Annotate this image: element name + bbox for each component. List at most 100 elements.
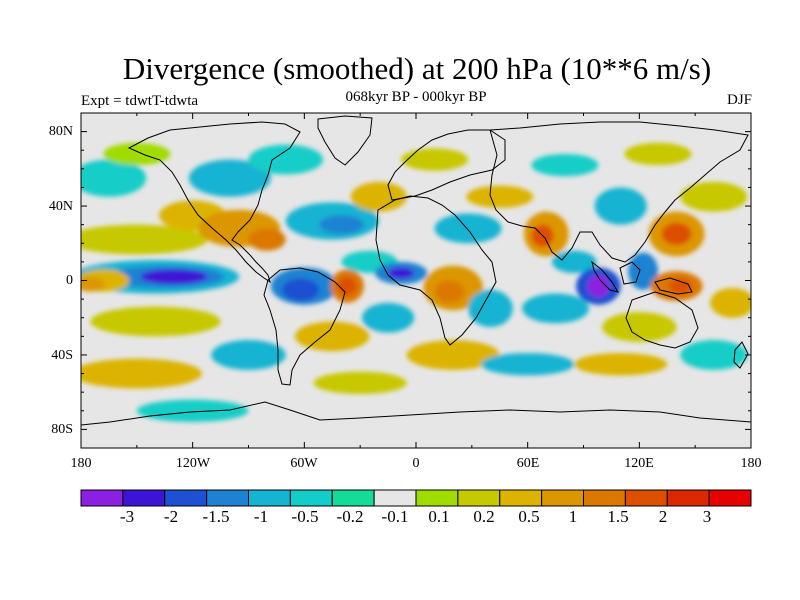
field-patch (594, 187, 647, 225)
field-patch (350, 181, 407, 212)
field-patch (81, 276, 106, 292)
coastline-new-guinea (654, 277, 693, 295)
field-patch (211, 340, 286, 370)
colorbar-label: -1.5 (202, 507, 230, 526)
field-patch (574, 353, 668, 376)
field-patch (282, 278, 320, 301)
x-tick-label: 0 (412, 456, 420, 471)
colorbar-swatch (624, 489, 668, 507)
field-patch (710, 287, 751, 318)
field-patch (481, 353, 575, 376)
field-patch (680, 181, 748, 212)
colorbar-swatch (80, 489, 124, 507)
x-tick-label: 120E (624, 456, 654, 471)
x-tick-label: 120W (175, 456, 211, 471)
y-tick-label: 80S (51, 422, 73, 437)
colorbar-label: -0.1 (381, 507, 409, 526)
season-label: DJF (726, 92, 752, 108)
field-patch (248, 144, 323, 175)
field-patch (388, 267, 415, 279)
colorbar-swatch (541, 489, 584, 507)
colorbar-label: -1 (253, 507, 269, 526)
divergence-field (81, 142, 751, 422)
field-patch-npac-subtrop (81, 224, 208, 255)
field-patch (587, 274, 610, 298)
colorbar-label: 1 (568, 507, 578, 526)
colorbar-swatch (583, 489, 626, 507)
field-patch (628, 252, 658, 290)
colorbar-swatch (289, 489, 333, 507)
field-patch (103, 142, 171, 166)
colorbar-label: -3 (119, 507, 135, 526)
colorbar-label: -0.2 (336, 507, 364, 526)
coastline-australia (625, 291, 699, 349)
coastline-borneo (619, 261, 641, 285)
colorbar-swatch (708, 489, 752, 507)
experiment-label: Expt = tdwtT-tdwta (81, 93, 199, 109)
colorbar-swatch (122, 489, 166, 507)
field-patch-southern-ocean (81, 358, 202, 389)
field-patch (406, 340, 500, 370)
colorbar-swatch (457, 489, 501, 507)
coastline-new-zealand (733, 341, 749, 369)
colorbar-swatch (373, 489, 417, 507)
colorbar-swatch (331, 489, 375, 507)
field-patch (468, 289, 513, 328)
colorbar-swatch (248, 489, 291, 507)
y-tick-label: 40N (48, 199, 73, 214)
field-patch (136, 399, 249, 422)
coastline-africa (375, 195, 497, 346)
field-patch-spac-subtrop (90, 306, 221, 337)
field-patch (624, 142, 692, 166)
colorbar-swatch (666, 489, 710, 507)
field-patch (680, 340, 748, 370)
colorbar-label: 3 (702, 507, 712, 526)
field-patch (188, 159, 271, 197)
field-patch-cpac-min (140, 269, 208, 285)
x-tick-label: 60E (516, 456, 540, 471)
coastline-sumatra (591, 260, 620, 293)
field-patch (81, 159, 147, 197)
page-title: Divergence (smoothed) at 200 hPa (10**6 … (122, 51, 712, 86)
field-patch (661, 222, 692, 246)
field-patch (434, 213, 502, 244)
axis-ticks (80, 113, 752, 448)
colorbar (80, 489, 752, 507)
field-patch (362, 302, 415, 333)
y-tick-label: 40S (51, 348, 73, 363)
coastline-north-america (127, 121, 301, 284)
field-patch (522, 293, 590, 324)
colorbar-swatch (206, 489, 249, 507)
x-tick-label: 60W (290, 456, 318, 471)
field-patch (319, 215, 364, 234)
field-patch (248, 228, 286, 251)
field-patch (531, 153, 599, 177)
x-tick-label: 180 (70, 456, 92, 471)
colorbar-label: 0.1 (428, 507, 450, 526)
coastline-asia (489, 121, 749, 263)
field-patch (466, 185, 534, 208)
colorbar-swatch (499, 489, 543, 507)
field-patch (434, 280, 465, 303)
field-patch (337, 276, 357, 296)
colorbar-label: 0.5 (518, 507, 540, 526)
map-subtitle: 068kyr BP - 000kyr BP (345, 89, 487, 105)
y-tick-label: 0 (66, 273, 73, 288)
field-patch (602, 312, 677, 342)
field-patch (313, 371, 407, 395)
colorbar-swatch (415, 489, 459, 507)
field-patch (401, 148, 469, 171)
x-tick-label: 180 (740, 456, 762, 471)
colorbar-swatch (164, 489, 208, 507)
colorbar-label: 1.5 (607, 507, 629, 526)
y-tick-label: 80N (48, 124, 73, 139)
colorbar-label: -2 (163, 507, 179, 526)
colorbar-label: 2 (658, 507, 668, 526)
coastline-greenland (317, 115, 373, 166)
field-patch (551, 250, 597, 274)
colorbar-label: -0.5 (291, 507, 319, 526)
coastline-antarctica (81, 401, 751, 426)
field-patch (669, 278, 692, 294)
colorbar-label: 0.2 (473, 507, 495, 526)
